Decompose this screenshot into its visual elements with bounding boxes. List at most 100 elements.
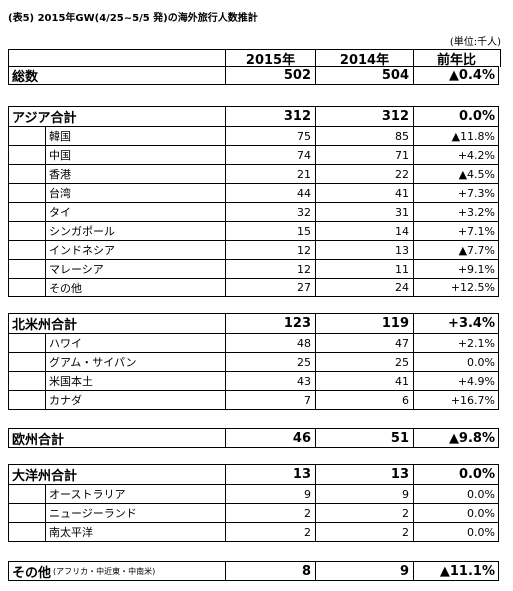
row-name: ニュージーランド [45, 504, 225, 522]
table-row: 南太平洋 2 2 0.0% [9, 522, 498, 541]
table-row: タイ 32 31 +3.2% [9, 202, 498, 221]
row-2015: 27 [225, 279, 315, 296]
row-ratio: ▲11.8% [413, 127, 499, 145]
asia-total-name: アジア合計 [12, 111, 77, 126]
row-ratio: +3.2% [413, 203, 499, 221]
row-ratio: 0.0% [413, 504, 499, 522]
table-row: 香港 21 22 ▲4.5% [9, 164, 498, 183]
row-2014: 31 [315, 203, 413, 221]
row-name: インドネシア [45, 241, 225, 259]
oceania-total-row: 大洋州合計 13 13 0.0% [9, 465, 498, 484]
other-name: その他 [12, 565, 52, 581]
row-ratio: +4.2% [413, 146, 499, 164]
row-2015: 12 [225, 260, 315, 278]
row-2015: 2 [225, 504, 315, 522]
row-2015: 12 [225, 241, 315, 259]
row-name: シンガポール [45, 222, 225, 240]
row-2014: 2 [315, 504, 413, 522]
row-2014: 14 [315, 222, 413, 240]
north-america-total-row: 北米州合計 123 119 +3.4% [9, 314, 498, 333]
row-2014: 24 [315, 279, 413, 296]
total-2014: 504 [315, 67, 413, 84]
row-name: タイ [45, 203, 225, 221]
other-ratio: ▲11.1% [413, 562, 499, 580]
asia-total-2014: 312 [315, 107, 413, 126]
row-2015: 75 [225, 127, 315, 145]
row-2015: 44 [225, 184, 315, 202]
row-name: 韓国 [45, 127, 225, 145]
table-row: グアム・サイパン 25 25 0.0% [9, 352, 498, 371]
row-ratio: +12.5% [413, 279, 499, 296]
table-row: オーストラリア 9 9 0.0% [9, 484, 498, 503]
row-2014: 71 [315, 146, 413, 164]
row-ratio: +2.1% [413, 334, 499, 352]
row-ratio: 0.0% [413, 523, 499, 541]
row-2014: 41 [315, 184, 413, 202]
row-ratio: ▲4.5% [413, 165, 499, 183]
table-row: シンガポール 15 14 +7.1% [9, 221, 498, 240]
namerica-total-2014: 119 [315, 314, 413, 333]
row-name: オーストラリア [45, 485, 225, 503]
other-2015: 8 [225, 562, 315, 580]
row-2015: 7 [225, 391, 315, 409]
other-name-cell: その他 (アフリカ・中近東・中南米) [9, 562, 156, 581]
total-ratio: ▲0.4% [413, 67, 499, 84]
row-2015: 48 [225, 334, 315, 352]
row-2015: 15 [225, 222, 315, 240]
row-2014: 41 [315, 372, 413, 390]
table-row: 米国本土 43 41 +4.9% [9, 371, 498, 390]
table-row: マレーシア 12 11 +9.1% [9, 259, 498, 278]
row-name: 台湾 [45, 184, 225, 202]
unit-label: (単位:千人) [449, 37, 501, 48]
north-america-block: 北米州合計 123 119 +3.4% ハワイ 48 47 +2.1% グアム・… [8, 313, 499, 410]
row-2015: 21 [225, 165, 315, 183]
row-2015: 32 [225, 203, 315, 221]
oceania-block: 大洋州合計 13 13 0.0% オーストラリア 9 9 0.0% ニュージーラ… [8, 464, 499, 542]
header-2014: 2014年 [315, 50, 413, 68]
europe-2014: 51 [315, 429, 413, 447]
other-2014: 9 [315, 562, 413, 580]
header-ratio: 前年比 [413, 50, 499, 68]
row-2014: 6 [315, 391, 413, 409]
europe-block: 欧州合計 46 51 ▲9.8% [8, 428, 499, 448]
row-2014: 11 [315, 260, 413, 278]
europe-name: 欧州合計 [12, 432, 65, 448]
row-2015: 25 [225, 353, 315, 371]
europe-ratio: ▲9.8% [413, 429, 499, 447]
total-block: 総数 502 504 ▲0.4% [8, 66, 499, 85]
total-row: 総数 502 504 ▲0.4% [9, 67, 499, 85]
oceania-total-name: 大洋州合計 [12, 469, 78, 484]
row-ratio: +7.1% [413, 222, 499, 240]
asia-block: アジア合計 312 312 0.0% 韓国 75 85 ▲11.8% 中国 74… [8, 106, 499, 297]
row-name: マレーシア [45, 260, 225, 278]
header-2015: 2015年 [225, 50, 315, 68]
asia-total-ratio: 0.0% [413, 107, 499, 126]
row-2015: 2 [225, 523, 315, 541]
row-2014: 47 [315, 334, 413, 352]
row-2014: 2 [315, 523, 413, 541]
row-name: カナダ [45, 391, 225, 409]
table-row: ニュージーランド 2 2 0.0% [9, 503, 498, 522]
row-ratio: +7.3% [413, 184, 499, 202]
row-2014: 85 [315, 127, 413, 145]
table-row: 中国 74 71 +4.2% [9, 145, 498, 164]
row-name: ハワイ [45, 334, 225, 352]
row-2014: 9 [315, 485, 413, 503]
row-2015: 74 [225, 146, 315, 164]
row-name: 米国本土 [45, 372, 225, 390]
row-name: その他 [45, 279, 225, 296]
row-ratio: +4.9% [413, 372, 499, 390]
asia-total-2015: 312 [225, 107, 315, 126]
row-ratio: 0.0% [413, 353, 499, 371]
row-2015: 9 [225, 485, 315, 503]
table-row: インドネシア 12 13 ▲7.7% [9, 240, 498, 259]
other-total-row: その他 (アフリカ・中近東・中南米) 8 9 ▲11.1% [9, 562, 499, 581]
table-row: 台湾 44 41 +7.3% [9, 183, 498, 202]
row-ratio: +9.1% [413, 260, 499, 278]
other-note: (アフリカ・中近東・中南米) [53, 566, 156, 576]
total-name: 総数 [12, 70, 39, 85]
europe-total-row: 欧州合計 46 51 ▲9.8% [9, 429, 499, 448]
row-2014: 13 [315, 241, 413, 259]
table-title: (表5) 2015年GW(4/25~5/5 発)の海外旅行人数推計 [8, 13, 258, 24]
row-name: 南太平洋 [45, 523, 225, 541]
